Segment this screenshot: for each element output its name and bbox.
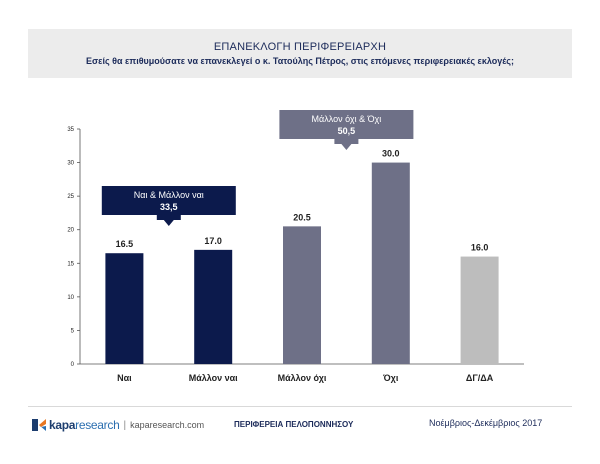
y-tick-label: 10 — [67, 295, 74, 301]
logo-url: kaparesearch.com — [130, 420, 205, 430]
chart-header: ΕΠΑΝΕΚΛΟΓΗ ΠΕΡΙΦΕΡΕΙΑΡΧΗ Εσείς θα επιθυμ… — [28, 29, 572, 78]
kapa-logo-icon — [32, 419, 46, 431]
y-tick-label: 35 — [67, 127, 74, 133]
callout-box: Μάλλον όχι & Όχι 50,5 — [279, 110, 414, 150]
period-label: Νοέμβριος-Δεκέμβριος 2017 — [429, 418, 543, 428]
bar — [105, 253, 144, 364]
bar — [283, 226, 321, 364]
y-tick-label: 15 — [67, 261, 74, 267]
bar — [371, 162, 410, 364]
callout-box: Ναι & Μάλλον ναι 33,5 — [101, 186, 236, 226]
chart-callouts: Ναι & Μάλλον ναι 33,5 Μάλλον όχι & Όχι 50,5 — [101, 110, 414, 226]
callout-value: 33,5 — [160, 202, 178, 212]
chart-subtitle: Εσείς θα επιθυμούσατε να επανεκλεγεί ο κ… — [86, 56, 514, 66]
category-label: Μάλλον όχι — [278, 373, 327, 383]
callout-label: Ναι & Μάλλον ναι — [134, 190, 204, 200]
y-tick-label: 20 — [67, 228, 74, 234]
data-label: 17.0 — [204, 236, 222, 246]
bar — [460, 256, 499, 364]
y-tick-label: 5 — [71, 328, 75, 334]
data-label: 16.0 — [471, 243, 489, 253]
callout-background — [101, 186, 236, 215]
callout-arrow-icon — [156, 215, 181, 226]
data-label: 16.5 — [116, 239, 134, 249]
kapa-research-logo: kapa research | kaparesearch.com — [32, 418, 204, 432]
category-label: Μάλλον ναι — [189, 373, 238, 383]
category-label: Ναι — [117, 373, 132, 383]
region-label: ΠΕΡΙΦΕΡΕΙΑ ΠΕΛΟΠΟΝΝΗΣΟΥ — [234, 420, 354, 429]
category-label: ΔΓ/ΔΑ — [466, 373, 494, 383]
bar-chart: 0 5 10 15 20 25 30 35 16.5 Ναι 17.0 Μάλλον ναι 20.5… — [67, 110, 524, 383]
chart-title: ΕΠΑΝΕΚΛΟΓΗ ΠΕΡΙΦΕΡΕΙΑΡΧΗ — [213, 41, 387, 53]
bar — [194, 249, 233, 364]
data-label: 20.5 — [293, 212, 311, 222]
callout-background — [279, 110, 414, 139]
y-tick-label: 25 — [67, 194, 74, 200]
callout-arrow-icon — [334, 139, 359, 150]
logo-brand-research: research — [75, 418, 120, 432]
callout-label: Μάλλον όχι & Όχι — [312, 114, 382, 124]
footer-divider — [28, 406, 572, 407]
chart-bars: 16.5 Ναι 17.0 Μάλλον ναι 20.5 Μάλλον όχι 30.0 Ό… — [105, 149, 499, 383]
category-label: Όχι — [382, 373, 399, 383]
y-tick-label: 0 — [71, 362, 75, 368]
callout-value: 50,5 — [338, 126, 356, 136]
y-tick-label: 30 — [67, 161, 74, 167]
logo-brand-kapa: kapa — [49, 418, 76, 432]
data-label: 30.0 — [382, 149, 400, 159]
logo-separator: | — [123, 419, 127, 431]
